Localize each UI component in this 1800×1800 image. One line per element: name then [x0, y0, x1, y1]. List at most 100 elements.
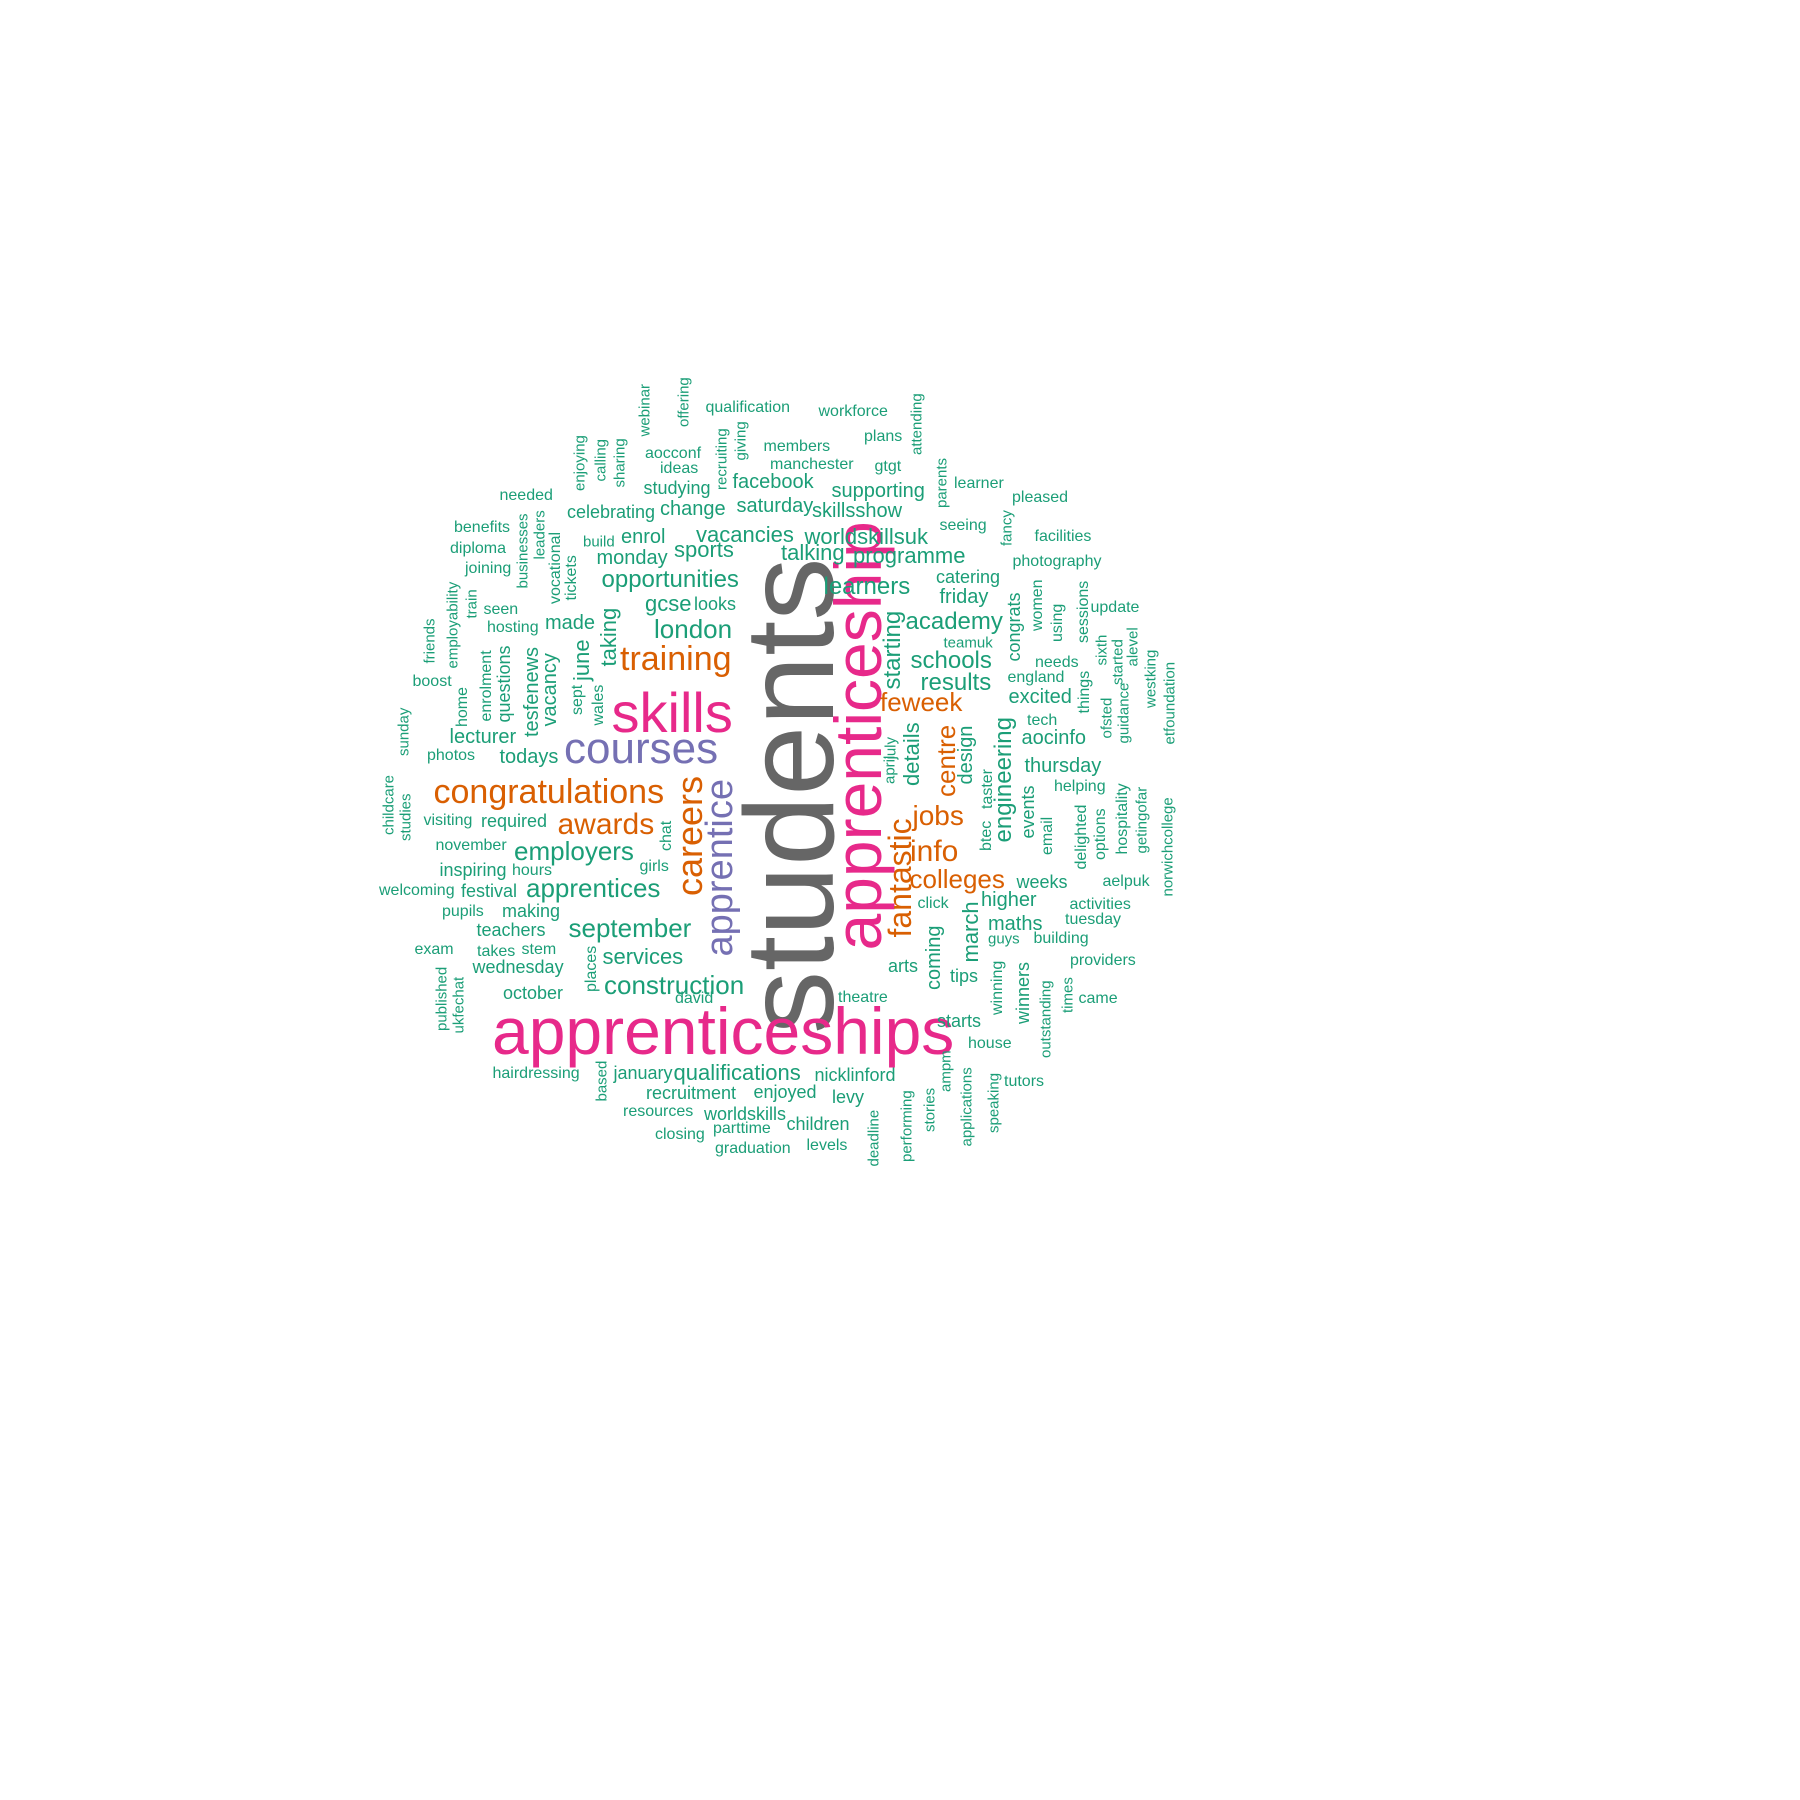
- word-benefits: benefits: [454, 519, 511, 536]
- word-children: children: [786, 1114, 850, 1134]
- word-vacancy: vacancy: [539, 653, 561, 727]
- word-taking: taking: [596, 607, 621, 667]
- word-september: september: [568, 913, 692, 943]
- word-levy: levy: [832, 1087, 865, 1107]
- word-required: required: [481, 811, 548, 831]
- word-programme: programme: [853, 543, 966, 568]
- word-photos: photos: [427, 747, 476, 764]
- word-events: events: [1018, 785, 1038, 839]
- word-looks: looks: [694, 594, 737, 614]
- word-courses: courses: [564, 724, 719, 773]
- word-vocational: vocational: [547, 531, 564, 604]
- word-making: making: [502, 901, 561, 921]
- word-ukfechat: ukfechat: [450, 976, 468, 1034]
- word-speaking: speaking: [985, 1072, 1003, 1133]
- word-guidance: guidance: [1115, 682, 1133, 744]
- word-info: info: [910, 835, 959, 868]
- word-hosting: hosting: [487, 619, 539, 636]
- word-closing: closing: [655, 1126, 705, 1143]
- word-april: april: [881, 755, 899, 784]
- word-options: options: [1092, 808, 1109, 860]
- word-tips: tips: [950, 966, 979, 986]
- word-chat: chat: [658, 820, 675, 851]
- word-higher: higher: [981, 889, 1037, 911]
- word-seen: seen: [483, 601, 519, 618]
- word-sunday: sunday: [395, 707, 413, 756]
- word-wales: wales: [590, 684, 607, 726]
- word-offering: offering: [675, 377, 693, 427]
- word-tech: tech: [1027, 712, 1058, 729]
- word-pupils: pupils: [442, 903, 484, 920]
- word-winning: winning: [989, 960, 1006, 1015]
- word-lecturer: lecturer: [449, 726, 517, 748]
- word-hairdressing: hairdressing: [492, 1065, 580, 1082]
- word-studying: studying: [643, 478, 711, 498]
- word-inspiring: inspiring: [439, 860, 507, 880]
- word-ampm: ampm: [937, 1050, 955, 1092]
- word-came: came: [1078, 990, 1118, 1007]
- word-pleased: pleased: [1012, 489, 1069, 506]
- word-recruitment: recruitment: [646, 1083, 737, 1103]
- word-performing: performing: [898, 1090, 916, 1162]
- word-worldskills: worldskills: [704, 1104, 787, 1124]
- word-things: things: [1076, 670, 1093, 714]
- word-friends: friends: [421, 618, 439, 664]
- word-started: started: [1109, 639, 1127, 685]
- word-girls: girls: [639, 858, 669, 875]
- word-weeks: weeks: [1016, 872, 1068, 892]
- word-awards: awards: [557, 808, 655, 841]
- word-graduation: graduation: [715, 1140, 791, 1157]
- word-congratulations: congratulations: [433, 773, 665, 811]
- word-jobs: jobs: [912, 800, 964, 831]
- word-hospitality: hospitality: [1114, 783, 1131, 855]
- word-sept: sept: [569, 684, 586, 715]
- word-todays: todays: [499, 746, 559, 768]
- word-btec: btec: [978, 820, 995, 851]
- word-careers: careers: [669, 775, 710, 896]
- word-aocconf: aocconf: [645, 445, 702, 462]
- word-train: train: [463, 589, 481, 619]
- word-colleges: colleges: [909, 864, 1005, 894]
- word-activities: activities: [1069, 896, 1131, 913]
- word-questions: questions: [494, 645, 514, 723]
- word-wednesday: wednesday: [472, 957, 564, 977]
- word-takes: takes: [477, 943, 516, 960]
- word-update: update: [1090, 599, 1140, 616]
- word-opportunities: opportunities: [601, 566, 739, 593]
- word-october: october: [503, 983, 564, 1003]
- word-studies: studies: [397, 793, 415, 841]
- word-training: training: [620, 640, 732, 678]
- word-resources: resources: [623, 1103, 694, 1120]
- word-sharing: sharing: [611, 438, 629, 488]
- word-apprenticeships: apprenticeships: [492, 994, 955, 1068]
- word-tutors: tutors: [1004, 1073, 1045, 1090]
- word-england: england: [1007, 669, 1065, 686]
- word-joining: joining: [465, 560, 512, 577]
- word-thursday: thursday: [1024, 755, 1102, 777]
- word-giving: giving: [732, 421, 750, 461]
- word-july: july: [882, 736, 900, 760]
- word-monday: monday: [596, 547, 668, 569]
- word-feweek: feweek: [880, 687, 963, 717]
- word-webinar: webinar: [636, 383, 654, 437]
- word-sixth: sixth: [1093, 634, 1111, 666]
- word-enrol: enrol: [621, 526, 666, 548]
- word-stem: stem: [521, 941, 557, 958]
- word-winners: winners: [1013, 961, 1033, 1024]
- word-employability: employability: [444, 581, 462, 669]
- word-worldskillsuk: worldskillsuk: [804, 524, 928, 549]
- word-members: members: [763, 438, 831, 455]
- word-visiting: visiting: [423, 812, 473, 829]
- word-london: london: [654, 614, 733, 644]
- word-alevel: alevel: [1124, 627, 1142, 667]
- word-times: times: [1059, 977, 1077, 1013]
- word-learners: learners: [823, 573, 911, 600]
- word-building: building: [1033, 930, 1089, 947]
- word-taster: taster: [979, 768, 996, 809]
- word-skills: skills: [611, 681, 733, 744]
- word-teachers: teachers: [476, 920, 546, 940]
- word-needed: needed: [499, 487, 553, 504]
- word-academy: academy: [905, 608, 1003, 635]
